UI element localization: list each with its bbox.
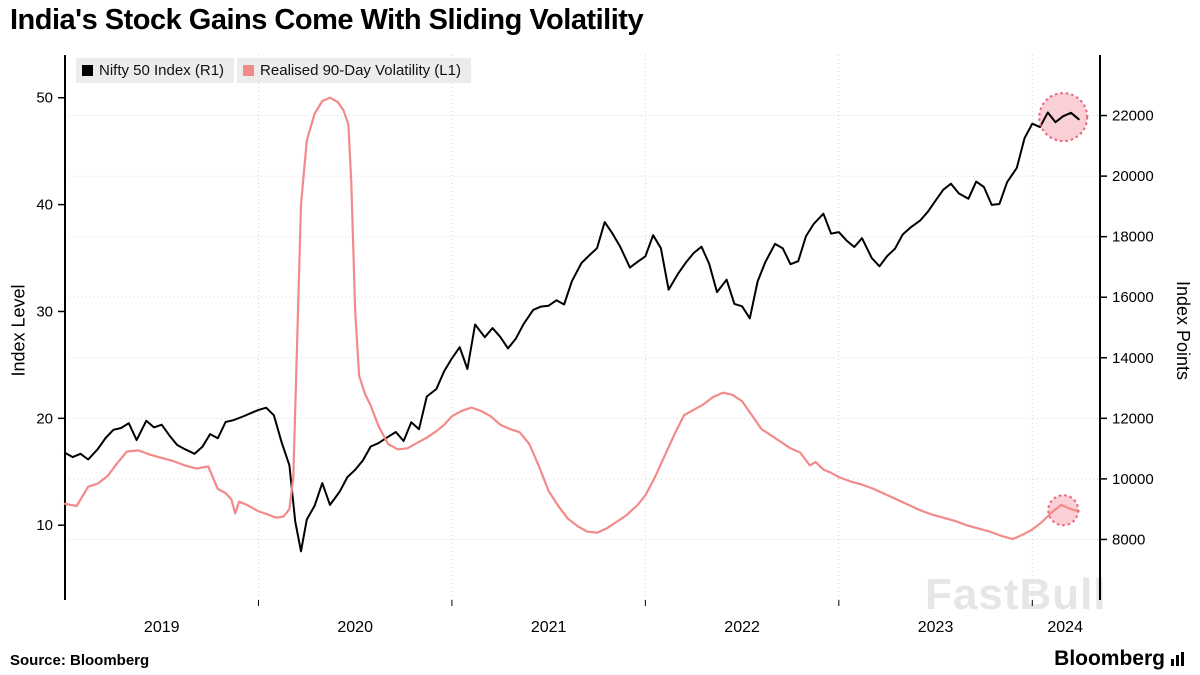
right-axis-tick-label: 10000 xyxy=(1112,471,1154,488)
source-note: Source: Bloomberg xyxy=(10,652,150,669)
highlight-circle-ring xyxy=(1038,92,1089,143)
right-axis-title: Index Points xyxy=(1173,280,1194,380)
right-axis-tick-label: 14000 xyxy=(1112,350,1154,367)
left-axis-tick-label: 10 xyxy=(36,517,53,534)
chart-title: India's Stock Gains Come With Sliding Vo… xyxy=(10,4,644,36)
highlight-circle-ring xyxy=(1047,494,1080,527)
left-axis-title: Index Level xyxy=(8,283,29,377)
legend-label-volatility: Realised 90-Day Volatility (L1) xyxy=(260,62,461,79)
left-axis-tick-label: 20 xyxy=(36,410,53,427)
legend-swatch-nifty xyxy=(82,65,93,76)
legend-swatch-volatility xyxy=(243,65,255,76)
right-axis-tick-label: 12000 xyxy=(1112,410,1154,427)
x-axis-tick-label: 2023 xyxy=(918,619,954,636)
left-axis-tick-label: 30 xyxy=(36,303,53,320)
right-axis-tick-label: 16000 xyxy=(1112,289,1154,306)
series-line-volatility xyxy=(63,96,1080,541)
legend-item-nifty: Nifty 50 Index (R1) xyxy=(76,58,235,83)
right-axis-tick-label: 18000 xyxy=(1112,229,1154,246)
right-axis-tick-label: 22000 xyxy=(1112,108,1154,125)
left-axis-tick-label: 40 xyxy=(36,197,53,214)
legend-item-volatility: Realised 90-Day Volatility (L1) xyxy=(237,58,471,83)
right-axis-tick-label: 20000 xyxy=(1112,168,1154,185)
legend: Nifty 50 Index (R1) Realised 90-Day Vola… xyxy=(76,58,471,83)
left-axis-tick-label: 50 xyxy=(36,90,53,107)
x-axis-tick-label: 2024 xyxy=(1047,619,1083,636)
x-axis-tick-label: 2020 xyxy=(337,619,373,636)
legend-label-nifty: Nifty 50 Index (R1) xyxy=(99,62,225,79)
highlight-circle-fill xyxy=(1048,495,1079,526)
bloomberg-bars-icon xyxy=(1171,652,1184,666)
x-axis-tick-label: 2019 xyxy=(144,619,180,636)
x-axis-tick-label: 2022 xyxy=(724,619,760,636)
bloomberg-logo-text: Bloomberg xyxy=(1054,647,1165,670)
x-axis-tick-label: 2021 xyxy=(531,619,567,636)
bloomberg-logo: Bloomberg xyxy=(1054,647,1186,671)
series-line-nifty xyxy=(64,111,1080,553)
watermark: FastBull xyxy=(925,570,1107,619)
right-axis-tick-label: 8000 xyxy=(1112,531,1145,548)
